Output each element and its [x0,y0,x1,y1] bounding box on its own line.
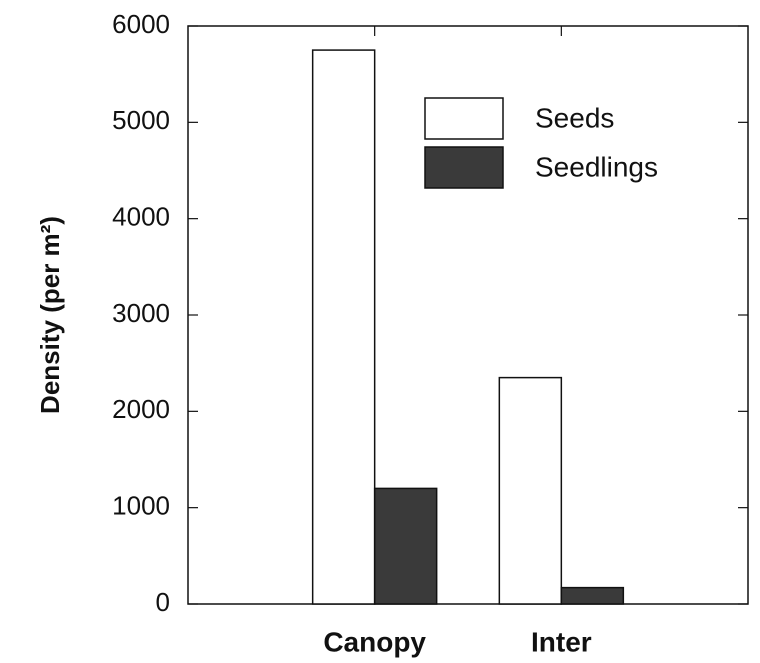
bar [560,586,625,605]
x-tick-label: Canopy [323,626,426,657]
y-tick-label: 6000 [112,9,170,39]
legend-label: Seeds [535,102,614,133]
y-tick-label: 0 [156,587,170,617]
bar [498,376,563,605]
y-axis-label: Density (per m²) [35,216,65,414]
bar [373,487,438,605]
legend-swatch [424,146,504,189]
legend-swatch [424,97,504,140]
y-tick-label: 3000 [112,298,170,328]
x-tick-label: Inter [531,626,592,657]
y-tick-label: 5000 [112,105,170,135]
y-tick-label: 4000 [112,202,170,232]
y-tick-label: 1000 [112,491,170,521]
bar [311,49,376,605]
legend-label: Seedlings [535,151,658,182]
y-tick-label: 2000 [112,394,170,424]
